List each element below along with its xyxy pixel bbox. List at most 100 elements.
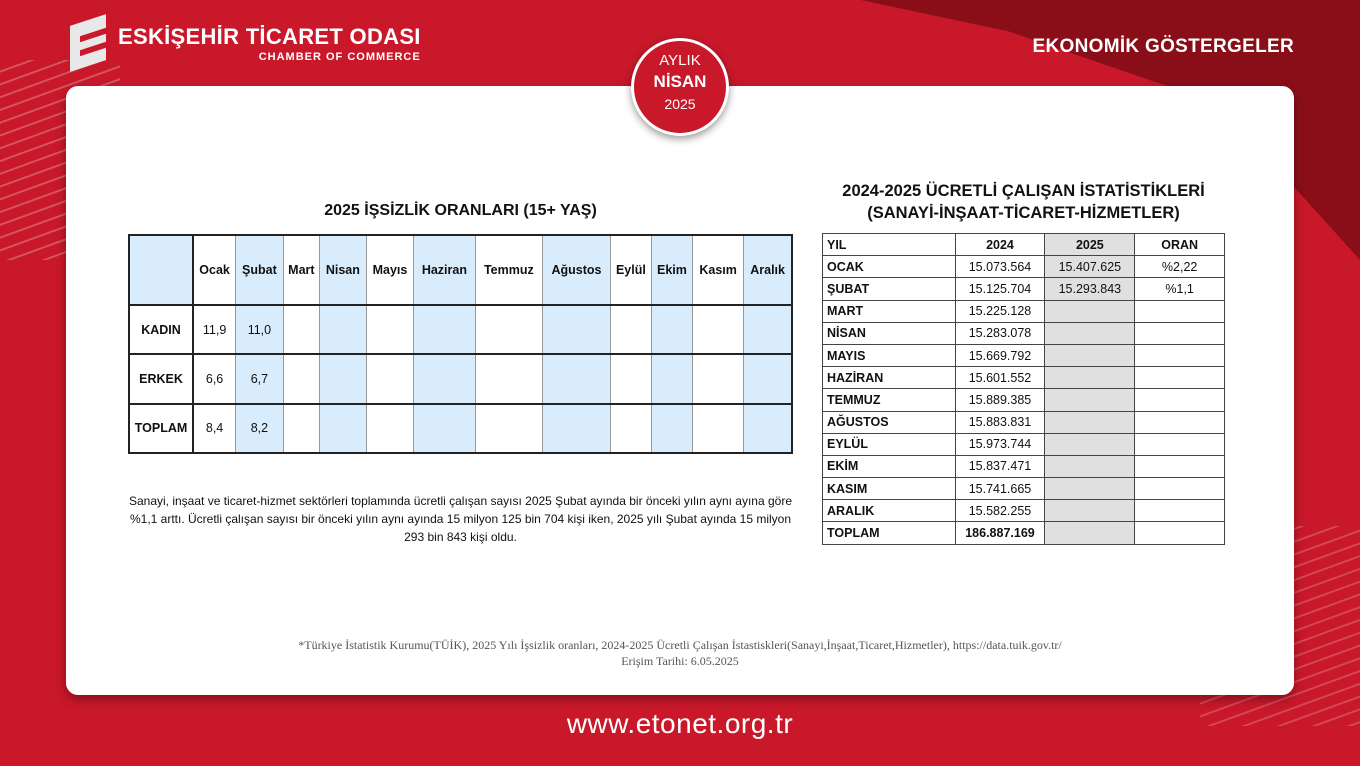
ratio-cell bbox=[1134, 343, 1225, 368]
ratio-cell bbox=[1134, 499, 1225, 523]
value-2024-cell: 15.973.744 bbox=[954, 432, 1046, 456]
table-row: ŞUBAT 15.125.704 15.293.843 %1,1 bbox=[822, 277, 1225, 301]
value-cell: 8,4 bbox=[192, 402, 237, 454]
value-cell bbox=[691, 402, 745, 454]
table-row: HAZİRAN 15.601.552 bbox=[822, 366, 1225, 390]
value-2024-cell: 15.125.704 bbox=[954, 277, 1046, 301]
value-cell bbox=[609, 353, 652, 405]
value-cell bbox=[319, 402, 367, 454]
value-2025-cell: 15.407.625 bbox=[1044, 255, 1136, 279]
footnote-source: *Türkiye İstatistik Kurumu(TÜİK), 2025 Y… bbox=[298, 638, 1062, 652]
value-cell bbox=[743, 402, 793, 454]
value-2025-cell bbox=[1044, 343, 1136, 368]
value-cell: 8,2 bbox=[235, 402, 284, 454]
value-2024-cell: 15.283.078 bbox=[954, 321, 1046, 345]
ratio-cell: %1,1 bbox=[1134, 277, 1225, 301]
table-row: KADIN 11,9 11,0 bbox=[128, 303, 793, 355]
header-cell: 2024 bbox=[954, 232, 1046, 257]
org-name: ESKİŞEHİR TİCARET ODASI bbox=[118, 23, 421, 49]
value-cell bbox=[413, 402, 476, 454]
row-label: KADIN bbox=[128, 303, 194, 355]
value-cell bbox=[743, 303, 793, 355]
month-cell: EYLÜL bbox=[822, 432, 956, 456]
value-cell bbox=[319, 353, 367, 405]
month-header: Ocak bbox=[192, 234, 237, 306]
month-cell: OCAK bbox=[822, 255, 956, 279]
ratio-cell bbox=[1134, 477, 1225, 501]
value-2025-cell: 15.293.843 bbox=[1044, 277, 1136, 301]
table-row: MART 15.225.128 bbox=[822, 299, 1225, 323]
period-badge: AYLIK NİSAN 2025 bbox=[631, 38, 729, 136]
value-2025-cell bbox=[1044, 388, 1136, 412]
ratio-cell: %2,22 bbox=[1134, 255, 1225, 279]
unemployment-table: Ocak Şubat Mart Nisan Mayıs Haziran Temm… bbox=[128, 234, 793, 454]
badge-year: 2025 bbox=[664, 96, 696, 112]
table-row: TOPLAM 8,4 8,2 bbox=[128, 402, 793, 454]
value-cell: 6,6 bbox=[192, 353, 237, 405]
website-link[interactable]: www.etonet.org.tr bbox=[566, 708, 794, 739]
value-cell bbox=[542, 402, 611, 454]
value-cell bbox=[542, 303, 611, 355]
value-cell bbox=[413, 353, 476, 405]
total-ratio-cell bbox=[1134, 521, 1225, 545]
month-cell: MART bbox=[822, 299, 956, 323]
value-cell bbox=[609, 402, 652, 454]
table-row: AĞUSTOS 15.883.831 bbox=[822, 410, 1225, 434]
month-header: Kasım bbox=[691, 234, 745, 306]
row-label: TOPLAM bbox=[128, 402, 194, 454]
value-2025-cell bbox=[1044, 366, 1136, 390]
month-header: Nisan bbox=[319, 234, 367, 306]
value-cell bbox=[691, 303, 745, 355]
value-2024-cell: 15.073.564 bbox=[954, 255, 1046, 279]
total-row: TOPLAM 186.887.169 bbox=[822, 521, 1225, 545]
footnote-access-date: Erişim Tarihi: 6.05.2025 bbox=[621, 654, 739, 668]
value-2025-cell bbox=[1044, 299, 1136, 323]
value-cell bbox=[691, 353, 745, 405]
header-cell: 2025 bbox=[1044, 232, 1136, 257]
month-header: Mayıs bbox=[365, 234, 415, 306]
ratio-cell bbox=[1134, 410, 1225, 434]
wages-title: 2024-2025 ÜCRETLİ ÇALIŞAN İSTATİSTİKLERİ… bbox=[822, 180, 1225, 224]
value-cell bbox=[650, 402, 694, 454]
value-cell bbox=[474, 353, 544, 405]
corner-cell bbox=[128, 234, 194, 306]
month-cell: TEMMUZ bbox=[822, 388, 956, 412]
header-cell: YIL bbox=[822, 232, 956, 257]
table-row: ARALIK 15.582.255 bbox=[822, 499, 1225, 523]
ratio-cell bbox=[1134, 432, 1225, 456]
value-cell bbox=[319, 303, 367, 355]
value-cell bbox=[474, 402, 544, 454]
month-header: Mart bbox=[282, 234, 321, 306]
value-2025-cell bbox=[1044, 477, 1136, 501]
value-cell bbox=[365, 303, 415, 355]
row-label: ERKEK bbox=[128, 353, 194, 405]
wages-header-row: YIL 2024 2025 ORAN bbox=[822, 232, 1225, 257]
org-subtitle: CHAMBER OF COMMERCE bbox=[258, 50, 421, 63]
value-2024-cell: 15.883.831 bbox=[954, 410, 1046, 434]
value-2025-cell bbox=[1044, 454, 1136, 479]
value-2024-cell: 15.669.792 bbox=[954, 343, 1046, 368]
wages-table: YIL 2024 2025 ORAN OCAK 15.073.564 15.407.… bbox=[822, 232, 1225, 545]
table-row: TEMMUZ 15.889.385 bbox=[822, 388, 1225, 412]
total-2025-cell bbox=[1044, 521, 1136, 545]
value-cell: 11,0 bbox=[235, 303, 284, 355]
value-2024-cell: 15.741.665 bbox=[954, 477, 1046, 501]
value-cell bbox=[542, 353, 611, 405]
value-cell bbox=[474, 303, 544, 355]
badge-month: NİSAN bbox=[653, 72, 707, 91]
value-cell: 11,9 bbox=[192, 303, 237, 355]
month-header: Temmuz bbox=[474, 234, 544, 306]
section-title: EKONOMİK GÖSTERGELER bbox=[1032, 36, 1294, 57]
ratio-cell bbox=[1134, 454, 1225, 479]
value-cell bbox=[609, 303, 652, 355]
value-cell bbox=[413, 303, 476, 355]
unemployment-header-row: Ocak Şubat Mart Nisan Mayıs Haziran Temm… bbox=[128, 234, 793, 306]
value-cell bbox=[282, 353, 321, 405]
wages-title-line1: 2024-2025 ÜCRETLİ ÇALIŞAN İSTATİSTİKLERİ bbox=[842, 182, 1205, 200]
month-header: Şubat bbox=[235, 234, 284, 306]
table-row: ERKEK 6,6 6,7 bbox=[128, 353, 793, 405]
ratio-cell bbox=[1134, 321, 1225, 345]
chamber-logo-icon bbox=[66, 14, 110, 72]
value-2025-cell bbox=[1044, 432, 1136, 456]
unemployment-title: 2025 İŞSİZLİK ORANLARI (15+ YAŞ) bbox=[324, 202, 597, 219]
